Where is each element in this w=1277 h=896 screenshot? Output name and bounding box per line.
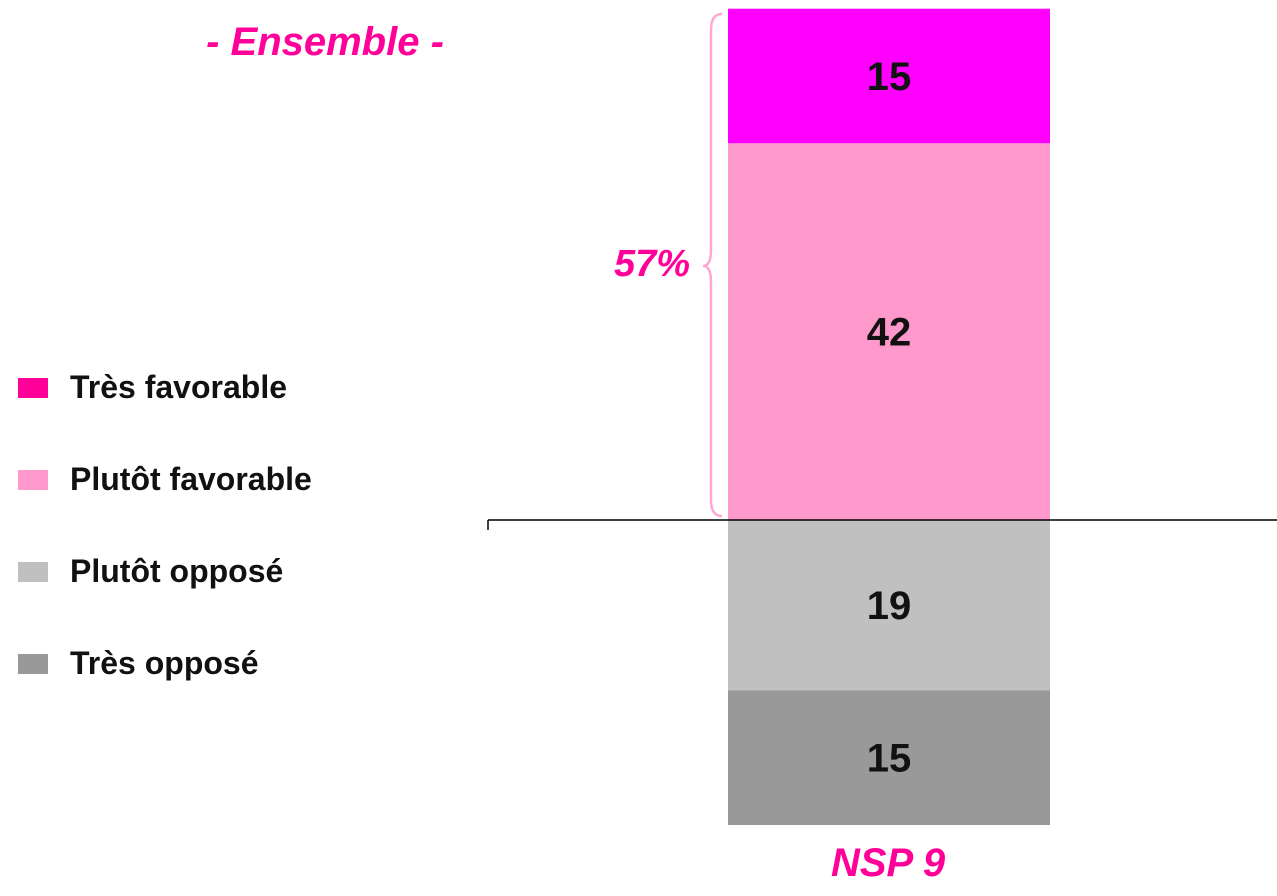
legend-swatch xyxy=(18,377,48,398)
legend-swatch xyxy=(18,653,48,674)
legend-label: Très opposé xyxy=(70,645,259,681)
legend-item-plutot-favorable: Plutôt favorable xyxy=(18,457,312,502)
legend-label: Plutôt opposé xyxy=(70,553,284,589)
data-label-opposed-1: 15 xyxy=(867,737,912,781)
legend-label: Plutôt favorable xyxy=(70,461,312,497)
legend-item-tres-favorable: Très favorable xyxy=(18,365,312,410)
chart-title: - Ensemble - xyxy=(206,20,444,64)
legend-item-tres-oppose: Très opposé xyxy=(18,641,312,686)
legend: Très favorable Plutôt favorable Plutôt o… xyxy=(18,365,312,733)
bar-segment-opposed-1 xyxy=(728,690,1050,825)
bar-segment-opposed-0 xyxy=(728,520,1050,691)
favorable-brace xyxy=(702,12,723,518)
footer-note: NSP 9 xyxy=(831,841,946,885)
bar-segment-favorable-1 xyxy=(728,8,1050,144)
legend-swatch xyxy=(18,561,48,582)
bar-segment-favorable-0 xyxy=(728,143,1050,520)
data-label-favorable-0: 42 xyxy=(867,311,912,355)
bar-group: 19 15 42 15 xyxy=(728,8,1050,825)
data-label-favorable-1: 15 xyxy=(867,55,912,99)
legend-label: Très favorable xyxy=(70,369,287,405)
legend-item-plutot-oppose: Plutôt opposé xyxy=(18,549,312,594)
favorable-total-label: 57% xyxy=(614,243,690,285)
legend-swatch xyxy=(18,469,48,490)
data-label-opposed-0: 19 xyxy=(867,584,912,628)
